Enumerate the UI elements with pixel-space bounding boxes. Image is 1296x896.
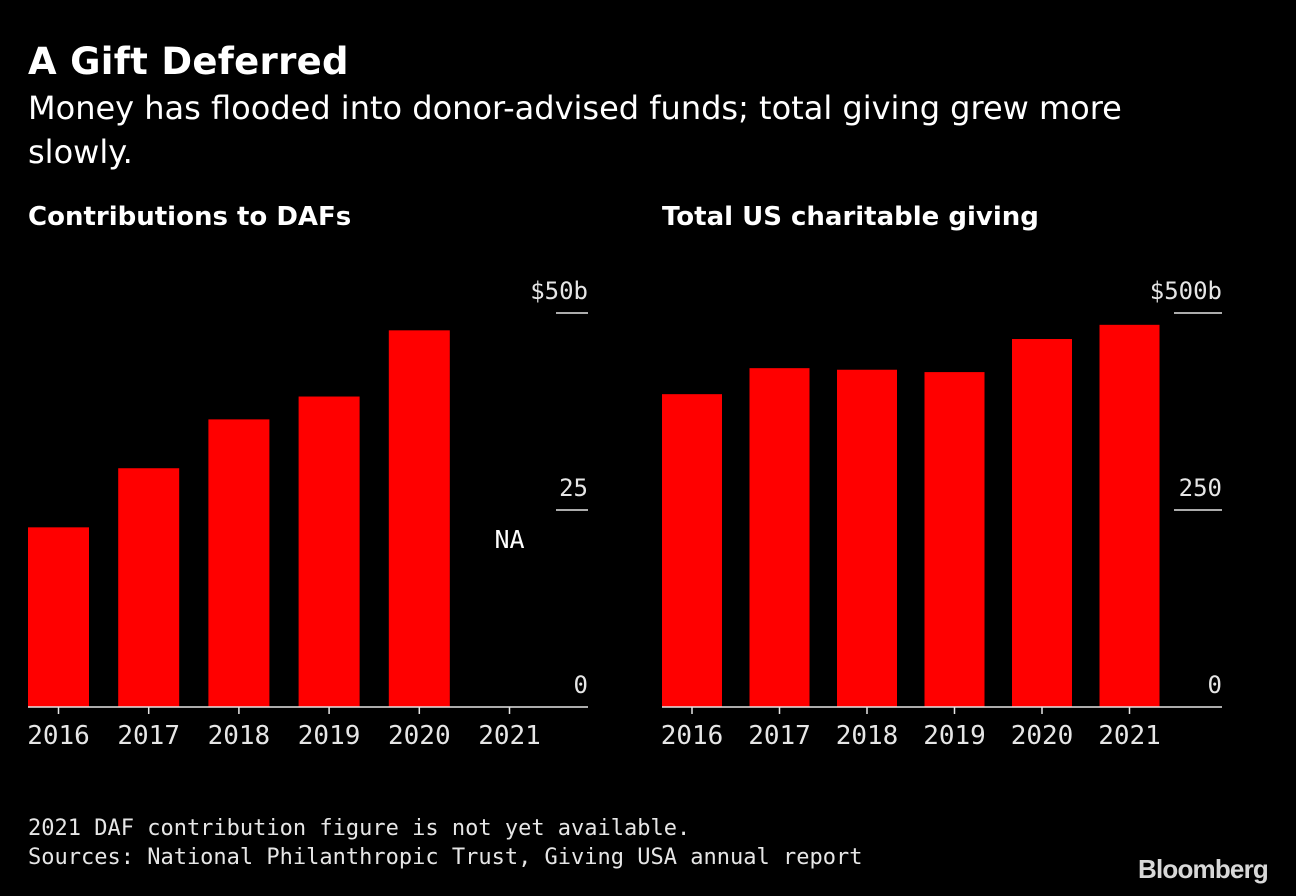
chart-title: A Gift Deferred (28, 40, 349, 83)
chart-subtitle: Money has flooded into donor-advised fun… (28, 89, 1122, 171)
x-tick-label-2020: 2020 (1011, 721, 1074, 751)
x-tick-label-2017: 2017 (748, 721, 811, 751)
bar-2016 (662, 394, 722, 707)
x-tick-label-2021: 2021 (478, 721, 541, 751)
bar-2017 (118, 468, 180, 707)
x-tick-label-2019: 2019 (923, 721, 986, 751)
x-tick-label-2016: 2016 (27, 721, 90, 751)
giving-panel-title: Total US charitable giving (662, 202, 1039, 232)
bar-2016 (28, 527, 89, 707)
footnote-sources: Sources: National Philanthropic Trust, G… (28, 845, 863, 870)
bar-2017 (749, 368, 810, 707)
footnote-note: 2021 DAF contribution figure is not yet … (28, 816, 691, 841)
y-tick-label: $500b (1150, 277, 1222, 305)
bar-2020 (388, 330, 450, 707)
bar-2020 (1012, 339, 1072, 707)
y-tick-label: 250 (1179, 474, 1222, 502)
x-tick-label-2020: 2020 (388, 721, 451, 751)
x-tick-label-2019: 2019 (298, 721, 361, 751)
bar-2019 (298, 396, 360, 707)
bar-2018 (208, 419, 270, 707)
x-tick-label-2017: 2017 (117, 721, 180, 751)
y-tick-label: 0 (574, 671, 588, 699)
bar-2019 (924, 372, 985, 707)
x-tick-label-2021: 2021 (1098, 721, 1161, 751)
y-tick-label: $50b (530, 277, 588, 305)
missing-value-label: NA (494, 525, 524, 554)
y-tick-label: 25 (559, 474, 588, 502)
x-tick-label-2016: 2016 (661, 721, 724, 751)
daf-panel-title: Contributions to DAFs (28, 202, 352, 232)
daf-contributions-chart: 0 25 $50b 2016 2017 2018 2019 2020 NA 2021 (27, 277, 588, 751)
x-tick-label-2018: 2018 (836, 721, 899, 751)
total-giving-chart: 0 250 $500b 2016 2017 2018 2019 2020 2021 (661, 277, 1222, 751)
x-tick-label-2018: 2018 (208, 721, 271, 751)
y-tick-label: 0 (1208, 671, 1222, 699)
bar-2021 (1099, 324, 1160, 707)
bloomberg-logo: Bloomberg (1137, 854, 1269, 884)
bar-2018 (837, 369, 897, 707)
